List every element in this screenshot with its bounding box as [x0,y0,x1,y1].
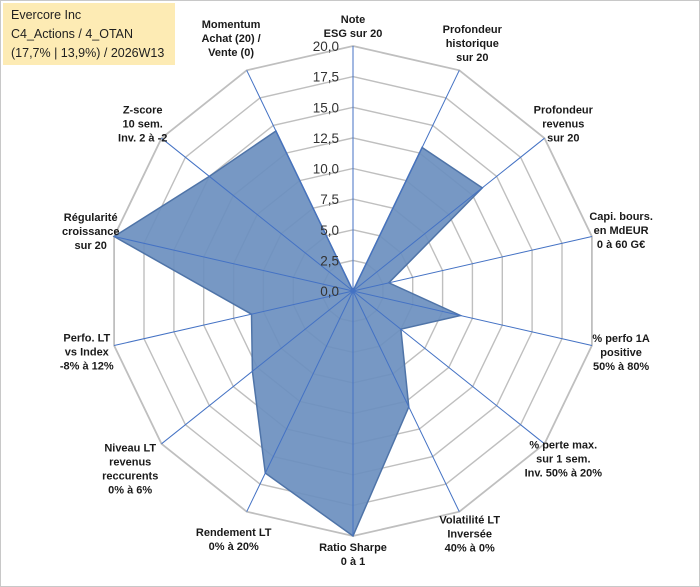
axis-label: Volatilité LT Inversée 40% à 0% [439,514,500,554]
title-portfolio: C4_Actions / 4_OTAN [11,27,134,41]
title-stats: (17,7% | 13,9%) / 2026W13 [11,46,165,60]
tick-label: 10,0 [313,162,339,177]
axis-spoke [246,290,354,512]
tick-label: 15,0 [313,100,339,115]
axis-label: % perte max. sur 1 sem. Inv. 50% à 20% [525,440,603,480]
tick-label: 0,0 [320,284,339,299]
axis-spoke [352,290,593,346]
radar-spokes [113,46,593,536]
axis-spoke [352,290,545,445]
title-company: Evercore Inc [11,8,82,22]
axis-label: Z-score 10 sem. Inv. 2 à -2 [118,104,167,144]
radar-axis-labels: Note ESG sur 20 Profondeur historique sur 20… [60,14,653,568]
axis-spoke [246,70,354,292]
axis-spoke [352,290,460,512]
radar-ticks: 0,0 2,5 5,0 7,5 10,0 12,5 15,0 17,5 20,0 [313,39,339,299]
axis-label: % perfo 1A positive 50% à 80% [592,333,650,373]
axis-spoke [113,236,354,292]
tick-label: 17,5 [313,70,339,85]
tick-label: 7,5 [320,192,339,207]
axis-spoke [352,70,460,292]
tick-label: 2,5 [320,253,339,268]
tick-label: 12,5 [313,131,339,146]
axis-label: Profondeur historique sur 20 [443,24,503,64]
axis-spoke [352,137,545,292]
axis-label: Capi. bours. en MdEUR 0 à 60 G€ [589,211,653,251]
axis-label: Perfo. LT vs Index -8% à 12% [60,333,114,373]
axis-spoke [113,290,354,346]
axis-label: Rendement LT 0% à 20% [196,527,272,553]
axis-label: Profondeur revenus sur 20 [534,104,594,144]
axis-label: Niveau LT revenus reccurents 0% à 6% [102,443,158,497]
tick-label: 20,0 [313,39,339,54]
axis-label: Ratio Sharpe 0 à 1 [319,542,387,568]
axis-spoke [161,137,354,292]
axis-label: Note ESG sur 20 [324,14,383,40]
chart-title-box: Evercore Inc C4_Actions / 4_OTAN (17,7% … [3,3,175,65]
axis-label: Momentum Achat (20) / Vente (0) [201,19,260,59]
axis-spoke [161,290,354,445]
axis-label: Régularité croissance sur 20 [62,212,119,252]
axis-spoke [352,236,593,292]
tick-label: 5,0 [320,223,339,238]
